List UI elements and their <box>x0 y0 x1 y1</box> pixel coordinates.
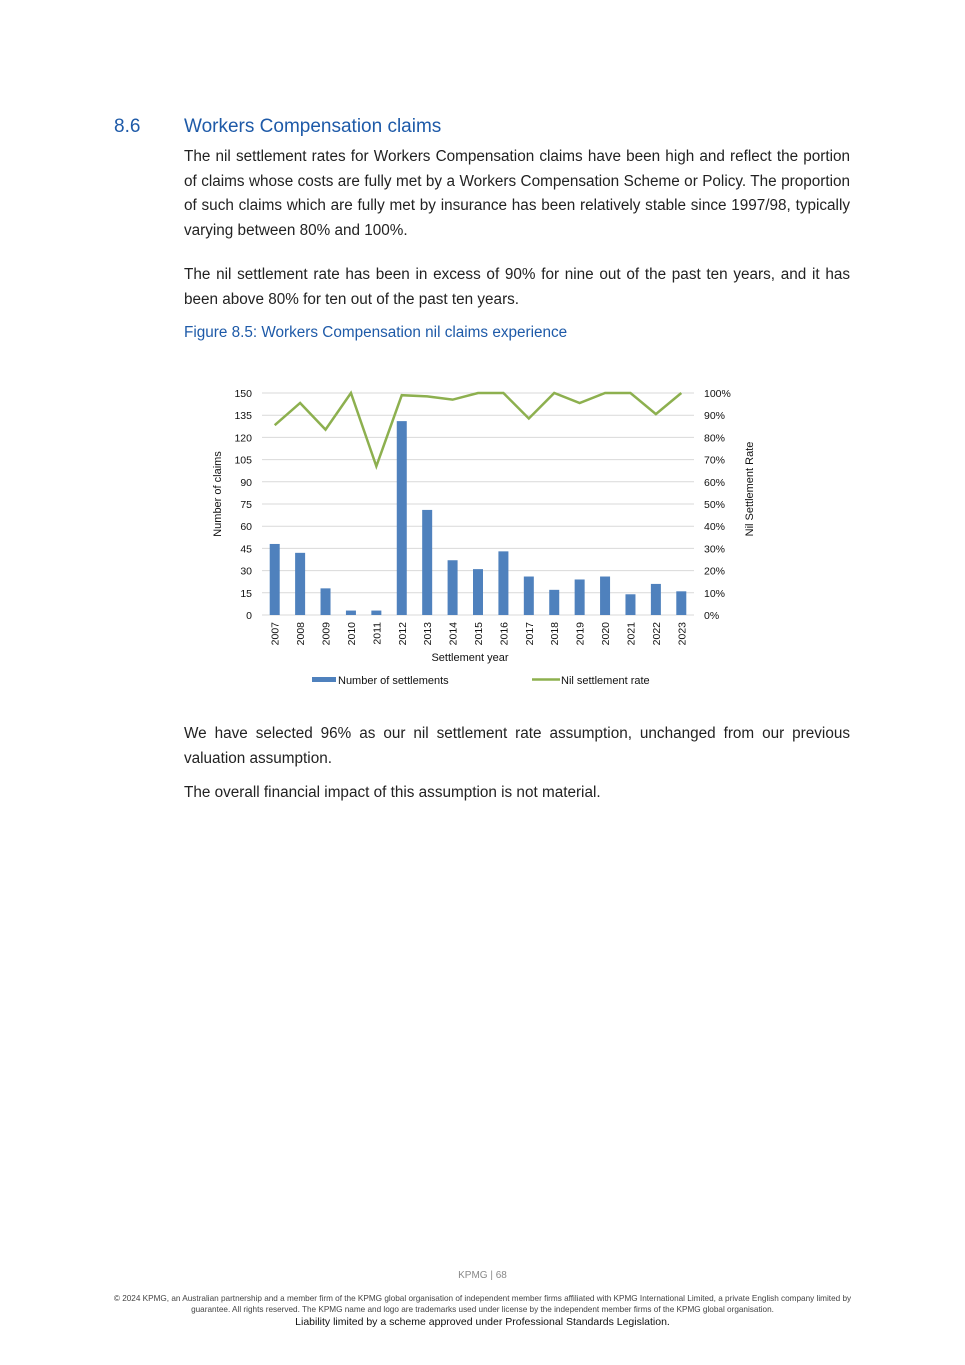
figure-caption: Figure 8.5: Workers Compensation nil cla… <box>184 324 568 341</box>
x-tick-label: 2011 <box>371 622 383 645</box>
x-tick-label: 2020 <box>600 622 612 646</box>
y2-tick-label: 90% <box>704 410 725 422</box>
y-axis-title: Number of claims <box>212 451 224 537</box>
y-tick-label: 30 <box>240 566 252 578</box>
bar <box>473 569 483 615</box>
y2-tick-label: 100% <box>704 388 731 400</box>
x-tick-label: 2012 <box>397 622 409 646</box>
y-tick-label: 75 <box>240 499 252 511</box>
y2-tick-label: 50% <box>704 499 725 511</box>
y2-tick-label: 80% <box>704 432 725 444</box>
x-tick-label: 2022 <box>651 622 663 646</box>
x-tick-label: 2021 <box>625 622 637 646</box>
y-tick-label: 120 <box>234 432 252 444</box>
bar <box>600 576 611 615</box>
x-tick-label: 2018 <box>549 622 561 646</box>
x-tick-label: 2013 <box>422 622 434 646</box>
y-tick-label: 105 <box>234 455 252 467</box>
y-tick-label: 0 <box>246 610 252 622</box>
paragraph: The nil settlement rate has been in exce… <box>184 266 850 308</box>
y2-axis-title: Nil Settlement Rate <box>744 442 756 537</box>
y-tick-label: 45 <box>240 543 252 555</box>
legend-label: Number of settlements <box>338 675 449 687</box>
x-tick-label: 2017 <box>524 622 536 646</box>
paragraph: The overall financial impact of this ass… <box>184 784 601 801</box>
y2-tick-label: 30% <box>704 543 725 555</box>
bar <box>295 552 306 615</box>
bar <box>625 594 636 615</box>
x-tick-label: 2015 <box>473 622 485 646</box>
bar <box>650 583 661 615</box>
legend-label: Nil settlement rate <box>561 675 650 687</box>
bar <box>498 551 509 615</box>
x-tick-label: 2007 <box>270 622 282 646</box>
page-number: KPMG | 68 <box>458 1270 507 1281</box>
bar <box>269 543 280 615</box>
y2-tick-label: 20% <box>704 566 725 578</box>
x-tick-label: 2023 <box>676 622 688 646</box>
y-tick-label: 15 <box>240 588 252 600</box>
y2-tick-label: 60% <box>704 477 725 489</box>
y-tick-label: 150 <box>234 388 252 400</box>
x-tick-label: 2008 <box>295 622 307 646</box>
copyright-notice: © 2024 KPMG, an Australian partnership a… <box>113 1294 852 1314</box>
x-tick-label: 2016 <box>498 622 510 646</box>
bar <box>320 588 331 615</box>
x-tick-label: 2014 <box>448 622 460 646</box>
bar <box>371 610 382 615</box>
x-axis-title: Settlement year <box>431 652 508 664</box>
y-tick-label: 60 <box>240 521 252 533</box>
x-tick-label: 2010 <box>346 622 358 646</box>
bar <box>447 560 458 615</box>
y2-tick-label: 70% <box>704 455 725 467</box>
paragraph: The nil settlement rates for Workers Com… <box>184 148 850 239</box>
y2-tick-label: 40% <box>704 521 725 533</box>
bar <box>396 421 407 615</box>
bar <box>345 610 356 615</box>
bar <box>574 579 585 615</box>
section-title: Workers Compensation claims <box>184 116 442 137</box>
y2-tick-label: 0% <box>704 610 719 622</box>
paragraph: We have selected 96% as our nil settleme… <box>184 725 850 767</box>
x-tick-label: 2019 <box>575 622 587 646</box>
bar <box>676 591 687 615</box>
claims-chart: 0 15 30 45 60 75 90 105 120 135 150 0% 10% 20% 30% 40% 5… <box>212 388 756 687</box>
rate-line <box>273 390 683 471</box>
bar <box>523 576 534 615</box>
y-tick-label: 135 <box>234 410 252 422</box>
x-tick-label: 2009 <box>321 622 333 646</box>
bar <box>422 509 433 615</box>
y2-tick-label: 10% <box>704 588 725 600</box>
section-number: 8.6 <box>114 116 141 137</box>
legend-bar-swatch <box>312 677 336 682</box>
bar <box>549 589 560 615</box>
liability-notice: Liability limited by a scheme approved u… <box>295 1316 670 1328</box>
y-tick-label: 90 <box>240 477 252 489</box>
